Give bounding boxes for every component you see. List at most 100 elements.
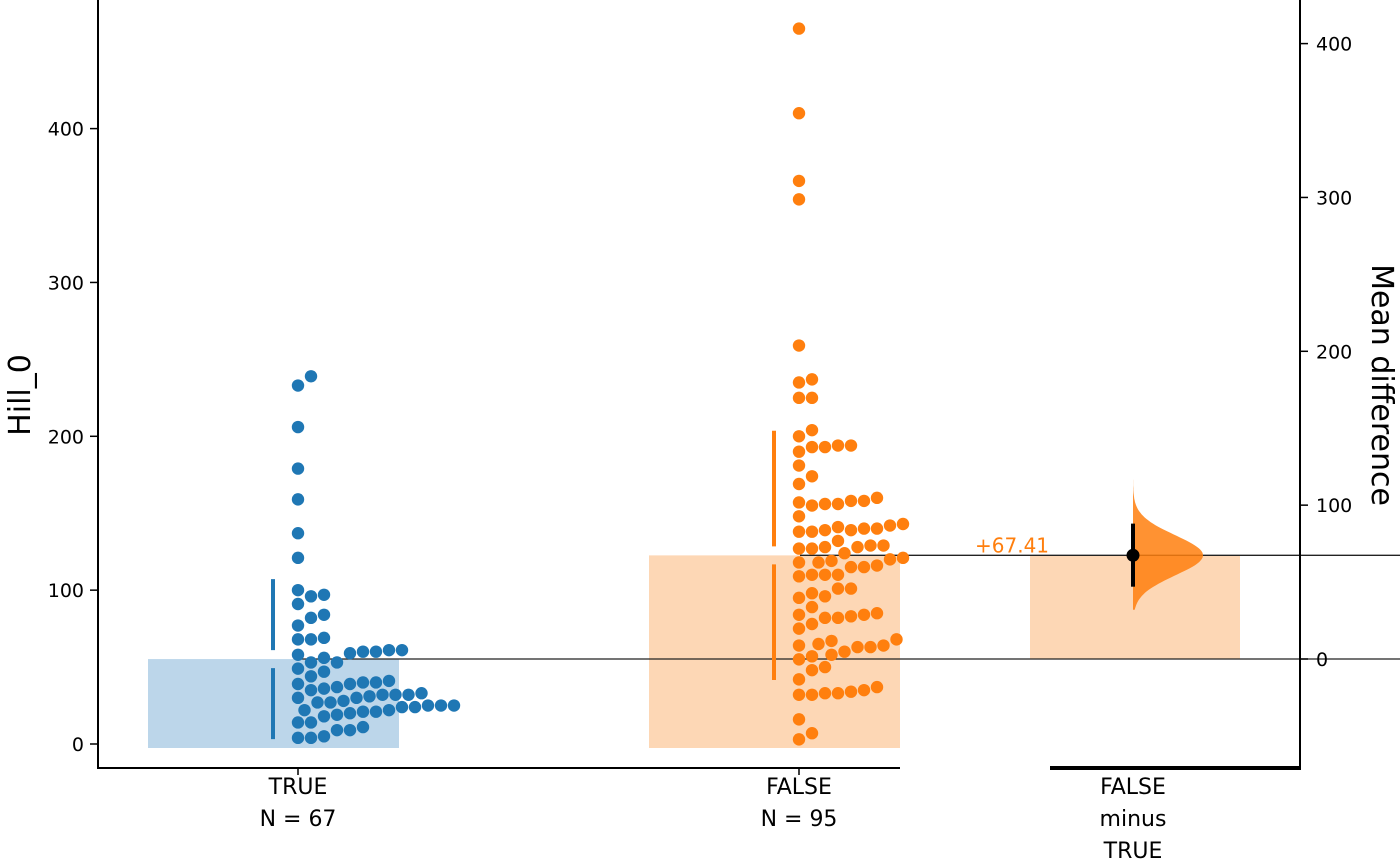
data-point-true xyxy=(304,683,318,697)
data-point-false xyxy=(844,523,858,537)
data-point-true xyxy=(356,676,370,689)
data-point-false xyxy=(792,459,806,472)
data-point-false xyxy=(818,440,832,454)
data-point-false xyxy=(792,542,806,555)
data-point-false xyxy=(818,611,832,625)
data-point-false xyxy=(792,496,806,509)
data-point-false xyxy=(831,568,845,581)
data-point-false xyxy=(818,540,832,554)
data-point-false xyxy=(864,640,877,654)
data-point-false xyxy=(805,568,819,581)
data-point-false xyxy=(838,645,851,658)
right-tick-label: 400 xyxy=(1316,34,1352,56)
data-point-false xyxy=(792,510,806,523)
data-point-true xyxy=(324,696,337,709)
data-point-false xyxy=(818,590,832,603)
data-point-false xyxy=(792,688,806,701)
data-point-false xyxy=(792,591,806,605)
right-tick-label: 100 xyxy=(1316,495,1352,517)
data-point-true xyxy=(408,700,422,714)
data-point-false xyxy=(812,556,825,569)
data-point-false xyxy=(870,607,884,620)
delta-x-label: minus xyxy=(1100,807,1167,832)
data-point-true xyxy=(330,723,344,737)
data-point-false xyxy=(831,687,845,700)
data-point-false xyxy=(792,556,806,569)
data-point-false xyxy=(825,554,838,568)
data-point-true xyxy=(304,731,318,745)
data-point-false xyxy=(851,540,864,554)
data-point-false xyxy=(883,553,897,566)
data-point-true xyxy=(415,687,428,700)
data-point-false xyxy=(844,610,858,623)
data-point-false xyxy=(792,608,806,621)
left-tick-label: 0 xyxy=(72,734,84,756)
data-point-true xyxy=(291,633,305,646)
data-point-false xyxy=(792,430,806,443)
data-point-true xyxy=(291,716,305,729)
data-point-false xyxy=(844,494,858,508)
data-point-true xyxy=(447,699,461,712)
data-point-true xyxy=(291,648,305,661)
data-point-true xyxy=(304,656,318,669)
right-tick-label: 0 xyxy=(1316,649,1328,671)
data-point-false xyxy=(877,639,890,652)
data-point-false xyxy=(792,445,806,458)
data-point-false xyxy=(805,650,819,663)
data-point-false xyxy=(792,733,806,746)
data-point-false xyxy=(792,622,806,635)
data-point-false xyxy=(831,497,845,511)
data-point-true xyxy=(291,677,305,691)
data-point-false xyxy=(831,520,845,534)
data-point-false xyxy=(805,470,819,483)
data-point-false xyxy=(870,491,884,505)
data-point-false xyxy=(805,373,819,386)
mean-difference-label: +67.41 xyxy=(975,533,1049,557)
data-point-true xyxy=(363,690,376,703)
data-point-true xyxy=(304,670,318,683)
data-point-false xyxy=(805,542,819,555)
data-point-false xyxy=(792,673,806,686)
data-point-true xyxy=(356,645,370,658)
data-point-false xyxy=(792,525,806,538)
data-point-false xyxy=(825,634,838,648)
data-point-true xyxy=(291,597,305,611)
data-point-true xyxy=(343,723,357,737)
data-point-false xyxy=(877,539,890,552)
left-tick-label: 300 xyxy=(48,272,84,294)
data-point-false xyxy=(896,517,910,531)
data-point-false xyxy=(818,568,832,581)
data-point-true xyxy=(369,676,383,689)
data-point-false xyxy=(792,376,806,389)
data-point-true xyxy=(304,716,318,729)
data-point-true xyxy=(350,691,363,705)
data-point-false xyxy=(792,391,806,405)
data-point-false xyxy=(805,423,819,437)
data-point-true xyxy=(291,527,305,540)
data-point-false xyxy=(805,499,819,512)
data-point-false xyxy=(844,439,858,452)
data-point-false xyxy=(844,582,858,595)
data-point-true xyxy=(382,703,396,717)
data-point-true xyxy=(382,643,396,657)
data-point-false xyxy=(792,570,806,583)
data-point-false xyxy=(857,560,871,574)
data-point-true xyxy=(317,665,331,678)
data-point-true xyxy=(317,651,331,665)
data-point-false xyxy=(857,608,871,621)
data-point-false xyxy=(805,727,819,740)
right-tick-label: 200 xyxy=(1316,341,1352,363)
data-point-true xyxy=(291,583,305,597)
data-point-false xyxy=(890,633,903,646)
data-point-true xyxy=(304,370,318,383)
data-point-false xyxy=(831,439,845,452)
data-point-true xyxy=(356,705,370,718)
data-point-false xyxy=(851,640,864,654)
x-tick-label-true: TRUE xyxy=(268,775,328,800)
data-point-true xyxy=(369,705,383,718)
data-point-true xyxy=(330,708,344,721)
right-tick-label: 300 xyxy=(1316,187,1352,209)
data-point-true xyxy=(421,699,435,712)
data-point-false xyxy=(818,687,832,700)
